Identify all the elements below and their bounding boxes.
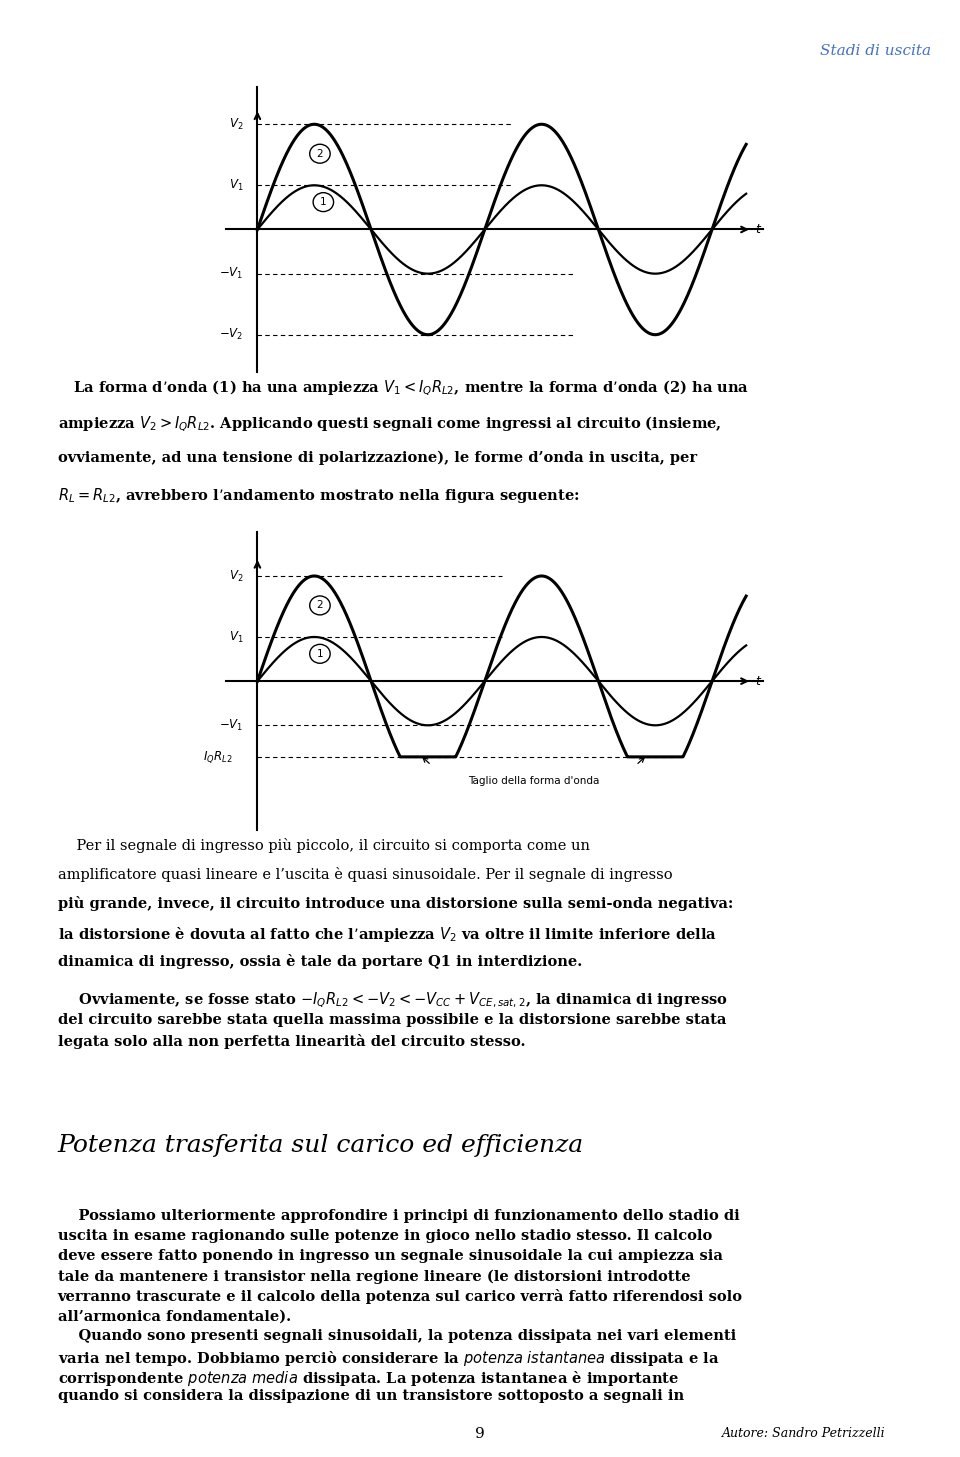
Text: Ovviamente, se fosse stato $-I_Q R_{L2} < -V_2 < -V_{CC} + V_{CE,sat,2}$, la din: Ovviamente, se fosse stato $-I_Q R_{L2} … bbox=[58, 991, 728, 1010]
Text: tale da mantenere i transistor nella regione lineare (le distorsioni introdotte: tale da mantenere i transistor nella reg… bbox=[58, 1269, 690, 1284]
Text: 9: 9 bbox=[475, 1426, 485, 1441]
Text: dinamica di ingresso, ossia è tale da portare Q1 in interdizione.: dinamica di ingresso, ossia è tale da po… bbox=[58, 954, 582, 969]
Text: $R_L = R_{L2}$, avrebbero l’andamento mostrato nella figura seguente:: $R_L = R_{L2}$, avrebbero l’andamento mo… bbox=[58, 487, 579, 506]
Text: 1: 1 bbox=[320, 197, 326, 207]
Text: $V_1$: $V_1$ bbox=[229, 629, 244, 644]
Text: 2: 2 bbox=[317, 149, 324, 159]
Text: $-V_2$: $-V_2$ bbox=[220, 328, 244, 342]
Text: verranno trascurate e il calcolo della potenza sul carico verrà fatto riferendos: verranno trascurate e il calcolo della p… bbox=[58, 1289, 743, 1304]
Text: $V_2$: $V_2$ bbox=[229, 568, 244, 583]
Text: Stadi di uscita: Stadi di uscita bbox=[820, 44, 931, 58]
Text: quando si considera la dissipazione di un transistore sottoposto a segnali in: quando si considera la dissipazione di u… bbox=[58, 1389, 684, 1403]
Text: più grande, invece, il circuito introduce una distorsione sulla semi-onda negati: più grande, invece, il circuito introduc… bbox=[58, 896, 733, 911]
Text: $t$: $t$ bbox=[756, 675, 762, 688]
Text: corrispondente $\mathit{potenza\ media}$ dissipata. La potenza istantanea è impo: corrispondente $\mathit{potenza\ media}$… bbox=[58, 1370, 679, 1389]
Text: $V_1$: $V_1$ bbox=[229, 178, 244, 192]
Text: uscita in esame ragionando sulle potenze in gioco nello stadio stesso. Il calcol: uscita in esame ragionando sulle potenze… bbox=[58, 1230, 712, 1243]
Text: $-V_1$: $-V_1$ bbox=[220, 267, 244, 281]
Text: Potenza trasferita sul carico ed efficienza: Potenza trasferita sul carico ed efficie… bbox=[58, 1134, 584, 1157]
Text: amplificatore quasi lineare e l’uscita è quasi sinusoidale. Per il segnale di in: amplificatore quasi lineare e l’uscita è… bbox=[58, 867, 672, 881]
Text: Possiamo ulteriormente approfondire i principi di funzionamento dello stadio di: Possiamo ulteriormente approfondire i pr… bbox=[58, 1209, 739, 1224]
Text: $I_Q R_{L2}$: $I_Q R_{L2}$ bbox=[203, 749, 232, 765]
Text: La forma d’onda (1) ha una ampiezza $V_1 < I_Q R_{L2}$, mentre la forma d’onda (: La forma d’onda (1) ha una ampiezza $V_1… bbox=[58, 379, 749, 398]
Text: legata solo alla non perfetta linearità del circuito stesso.: legata solo alla non perfetta linearità … bbox=[58, 1034, 525, 1049]
Text: Quando sono presenti segnali sinusoidali, la potenza dissipata nei vari elementi: Quando sono presenti segnali sinusoidali… bbox=[58, 1329, 736, 1343]
Text: $V_2$: $V_2$ bbox=[229, 117, 244, 131]
Text: 1: 1 bbox=[317, 648, 324, 659]
Text: ampiezza $V_2 > I_Q R_{L2}$. Applicando questi segnali come ingressi al circuito: ampiezza $V_2 > I_Q R_{L2}$. Applicando … bbox=[58, 414, 721, 434]
Text: Autore: Sandro Petrizzelli: Autore: Sandro Petrizzelli bbox=[722, 1428, 885, 1440]
Text: la distorsione è dovuta al fatto che l’ampiezza $V_2$ va oltre il limite inferio: la distorsione è dovuta al fatto che l’a… bbox=[58, 925, 716, 944]
Text: varia nel tempo. Dobbiamo perciò considerare la $\mathit{potenza\ istantanea}$ d: varia nel tempo. Dobbiamo perciò conside… bbox=[58, 1349, 719, 1368]
Text: ovviamente, ad una tensione di polarizzazione), le forme d’onda in uscita, per: ovviamente, ad una tensione di polarizza… bbox=[58, 450, 697, 465]
Text: Per il segnale di ingresso più piccolo, il circuito si comporta come un: Per il segnale di ingresso più piccolo, … bbox=[58, 838, 589, 852]
Text: del circuito sarebbe stata quella massima possibile e la distorsione sarebbe sta: del circuito sarebbe stata quella massim… bbox=[58, 1013, 726, 1027]
Text: Taglio della forma d'onda: Taglio della forma d'onda bbox=[468, 775, 599, 785]
Text: $-V_1$: $-V_1$ bbox=[220, 718, 244, 733]
Text: all’armonica fondamentale).: all’armonica fondamentale). bbox=[58, 1310, 291, 1323]
Text: 2: 2 bbox=[317, 600, 324, 610]
Text: deve essere fatto ponendo in ingresso un segnale sinusoidale la cui ampiezza sia: deve essere fatto ponendo in ingresso un… bbox=[58, 1249, 723, 1263]
Text: $t$: $t$ bbox=[756, 223, 762, 236]
